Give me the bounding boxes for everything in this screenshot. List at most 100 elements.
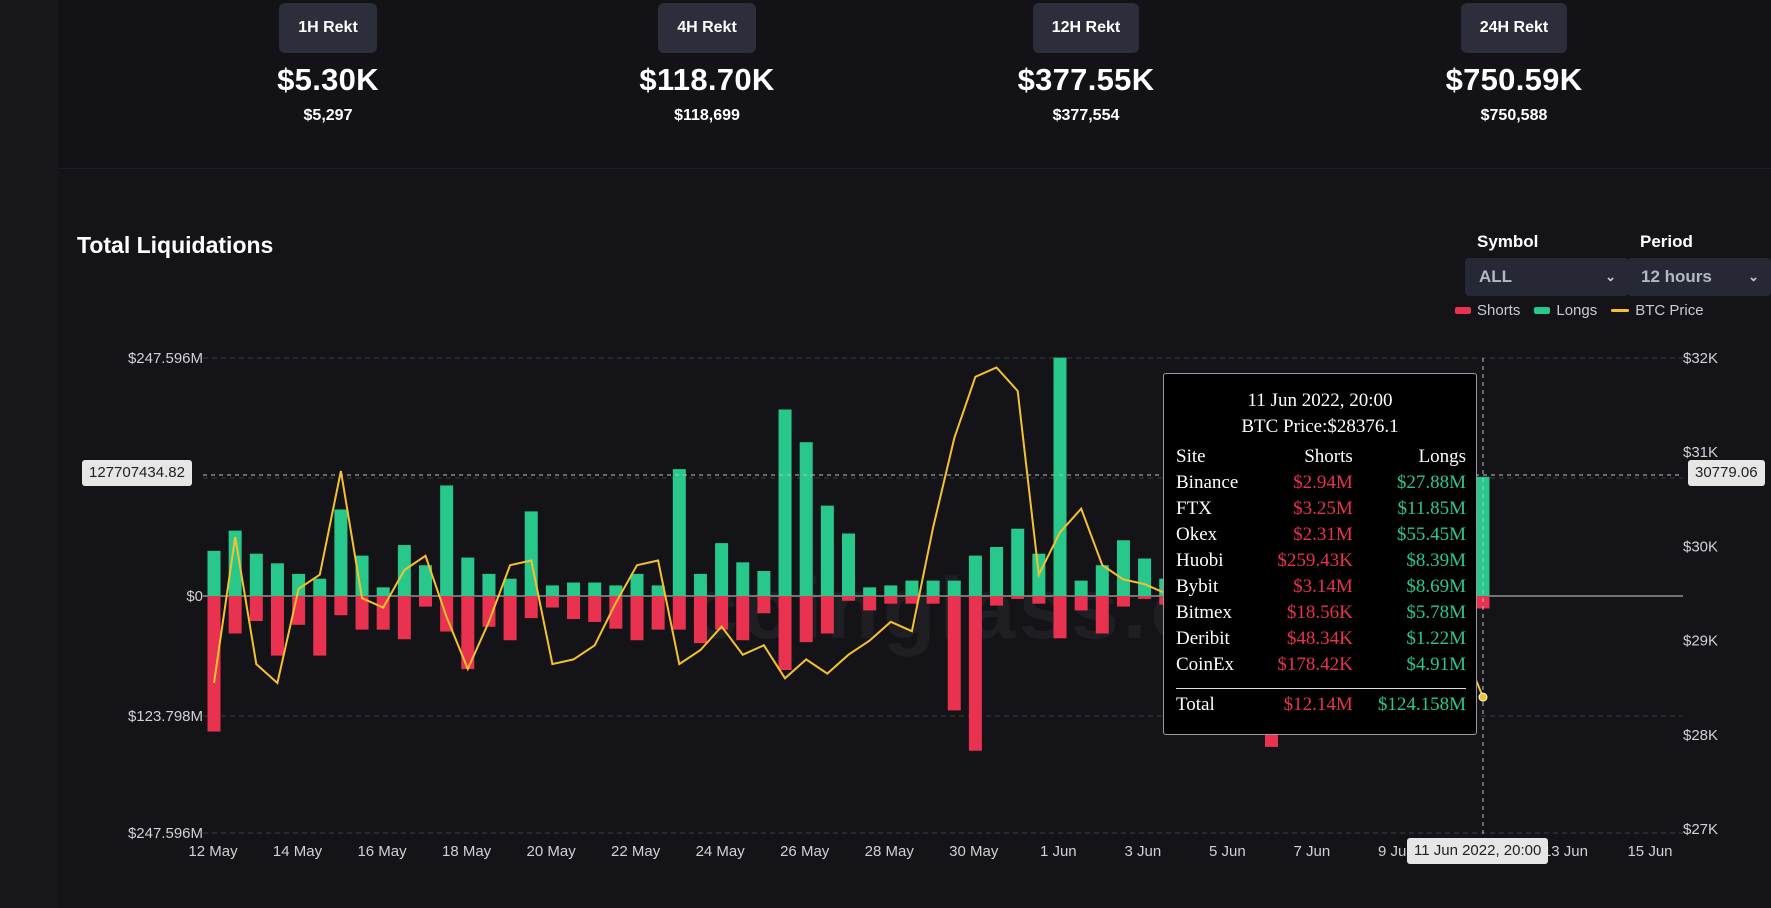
longs-bar xyxy=(376,587,390,596)
x-tick-label: 9 Jun xyxy=(1378,843,1415,860)
x-tick-label: 7 Jun xyxy=(1294,843,1331,860)
longs-bar xyxy=(249,553,263,596)
x-tick-label: 26 May xyxy=(780,843,830,860)
x-tick-label: 13 Jun xyxy=(1543,843,1588,860)
longs-bar xyxy=(905,580,919,596)
longs-bar xyxy=(1116,540,1130,596)
longs-bar xyxy=(990,546,1004,596)
longs: $4.91M xyxy=(1406,654,1466,675)
stat-value: $118.70K xyxy=(639,62,775,97)
shorts: $48.34K xyxy=(1286,628,1353,649)
stat-4h: 4H Rekt $118.70K $118,699 xyxy=(577,0,837,125)
site: Bitmex xyxy=(1176,602,1232,623)
longs-bar xyxy=(799,442,813,596)
longs-bar xyxy=(228,530,242,596)
y2-tick-label: $27K xyxy=(1683,821,1718,838)
longs-bar xyxy=(968,555,982,596)
stat-label[interactable]: 4H Rekt xyxy=(658,3,756,53)
longs-bar xyxy=(1011,528,1025,596)
shorts-bar xyxy=(672,596,686,630)
tooltip-table: Site Shorts Longs Binance $2.94M $27.88M F… xyxy=(1176,444,1466,718)
shorts-bar xyxy=(419,596,432,607)
stat-exact: $377,554 xyxy=(1052,107,1120,124)
shorts: $18.56K xyxy=(1286,602,1353,623)
chevron-down-icon: ⌄ xyxy=(1605,269,1616,284)
site: Deribit xyxy=(1176,628,1230,649)
shorts-bar xyxy=(736,596,750,641)
longs-bar xyxy=(313,578,327,596)
shorts-bar xyxy=(1053,596,1067,639)
tooltip-row: Bitmex $18.56K $5.78M xyxy=(1176,600,1466,626)
shorts-bar xyxy=(355,596,369,630)
longs-bar xyxy=(545,585,559,596)
shorts-bar xyxy=(376,596,390,630)
x-tick-label: 22 May xyxy=(611,843,661,860)
longs-bar xyxy=(693,573,707,596)
site: Huobi xyxy=(1176,550,1224,571)
total-longs: $124.158M xyxy=(1377,694,1466,715)
shorts-bar xyxy=(863,596,877,611)
symbol-select[interactable]: ALL ⌄ xyxy=(1465,258,1628,296)
longs-bar xyxy=(820,505,834,596)
shorts-bar xyxy=(545,596,559,608)
tooltip-price: BTC Price:$28376.1 xyxy=(1241,416,1399,437)
shorts: $2.31M xyxy=(1293,524,1353,545)
stat-label[interactable]: 24H Rekt xyxy=(1460,3,1568,53)
legend-label: Shorts xyxy=(1477,302,1521,319)
longs-bar xyxy=(334,509,348,596)
x-tick-label: 1 Jun xyxy=(1040,843,1077,860)
longs: $5.78M xyxy=(1406,602,1466,623)
longs: $8.69M xyxy=(1406,576,1466,597)
longs-bar xyxy=(630,573,644,596)
shorts-bar xyxy=(249,596,263,621)
shorts-bar xyxy=(1476,596,1490,609)
stat-value: $750.59K xyxy=(1445,62,1583,97)
period-label: Period xyxy=(1640,232,1693,251)
shorts: $3.25M xyxy=(1293,498,1353,519)
longs-bar xyxy=(884,585,898,596)
crosshair-x-label: 11 Jun 2022, 20:00 xyxy=(1407,838,1549,864)
period-value: 12 hours xyxy=(1641,267,1712,286)
shorts-bar xyxy=(588,596,602,622)
stat-label[interactable]: 1H Rekt xyxy=(279,3,377,53)
legend-shorts[interactable]: Shorts xyxy=(1455,302,1520,319)
stat-24h: 24H Rekt $750.59K $750,588 xyxy=(1384,0,1644,125)
period-select[interactable]: 12 hours ⌄ xyxy=(1627,258,1771,296)
chart-title: Total Liquidations xyxy=(77,232,274,258)
y2-tick-label: $31K xyxy=(1683,444,1718,461)
legend-label: Longs xyxy=(1556,302,1598,319)
shorts-bar xyxy=(820,596,834,634)
shorts-bar xyxy=(609,596,623,629)
tooltip-date: 11 Jun 2022, 20:00 xyxy=(1247,390,1393,411)
stat-label[interactable]: 12H Rekt xyxy=(1032,3,1140,53)
legend-btc-price[interactable]: BTC Price xyxy=(1611,302,1704,319)
y2-tick-label: $32K xyxy=(1683,350,1718,367)
shorts: $178.42K xyxy=(1277,654,1353,675)
longs-bar xyxy=(715,543,729,596)
longs-bar xyxy=(863,587,877,596)
shorts-bar xyxy=(693,596,707,644)
x-tick-label: 5 Jun xyxy=(1209,843,1246,860)
longs-bar xyxy=(1074,580,1088,596)
longs-bar xyxy=(736,562,750,596)
legend-longs[interactable]: Longs xyxy=(1534,302,1597,319)
y-tick-label: $123.798M xyxy=(128,708,203,725)
shorts-bar xyxy=(461,596,475,670)
longs-bar xyxy=(947,580,961,596)
chart-legend: Shorts Longs BTC Price xyxy=(1455,302,1718,319)
shorts-bar xyxy=(630,596,644,641)
stat-value: $5.30K xyxy=(277,62,379,97)
x-tick-label: 12 May xyxy=(188,843,238,860)
shorts-bar xyxy=(334,596,348,616)
longs-bar xyxy=(292,573,306,596)
shorts-bar xyxy=(228,596,242,634)
longs-bar xyxy=(207,550,221,596)
longs-bar xyxy=(672,469,686,596)
longs-bar xyxy=(926,580,940,596)
longs-bar xyxy=(503,578,517,596)
longs: $55.45M xyxy=(1396,524,1466,545)
total-label: Total xyxy=(1176,694,1215,715)
shorts-bar xyxy=(1032,596,1046,604)
longs-bar xyxy=(757,571,771,596)
